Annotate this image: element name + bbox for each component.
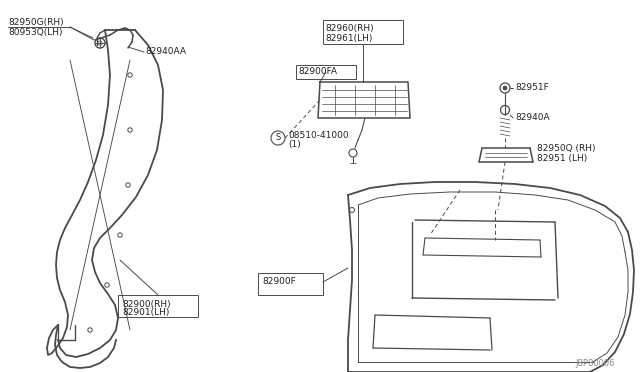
Text: S: S	[275, 134, 280, 142]
Text: 82940AA: 82940AA	[145, 48, 186, 57]
Text: 82951F: 82951F	[515, 83, 548, 93]
Bar	[323, 20, 403, 44]
Bar	[258, 273, 323, 295]
Text: 82900(RH): 82900(RH)	[122, 299, 171, 308]
Text: 08510-41000: 08510-41000	[288, 131, 349, 140]
Circle shape	[503, 86, 507, 90]
Bar	[296, 65, 356, 79]
Bar	[118, 295, 198, 317]
Text: 82950Q (RH): 82950Q (RH)	[537, 144, 595, 153]
Text: J8P80006: J8P80006	[575, 359, 614, 368]
Text: (1): (1)	[288, 141, 301, 150]
Text: 82901(LH): 82901(LH)	[122, 308, 170, 317]
Text: 82951 (LH): 82951 (LH)	[537, 154, 588, 163]
Text: 82960(RH): 82960(RH)	[325, 23, 374, 32]
Text: 82940A: 82940A	[515, 113, 550, 122]
Text: 82950G(RH): 82950G(RH)	[8, 17, 63, 26]
Text: 82900F: 82900F	[262, 278, 296, 286]
Text: 82900FA: 82900FA	[298, 67, 337, 77]
Text: 82961(LH): 82961(LH)	[325, 33, 372, 42]
Text: 80953Q(LH): 80953Q(LH)	[8, 28, 63, 36]
